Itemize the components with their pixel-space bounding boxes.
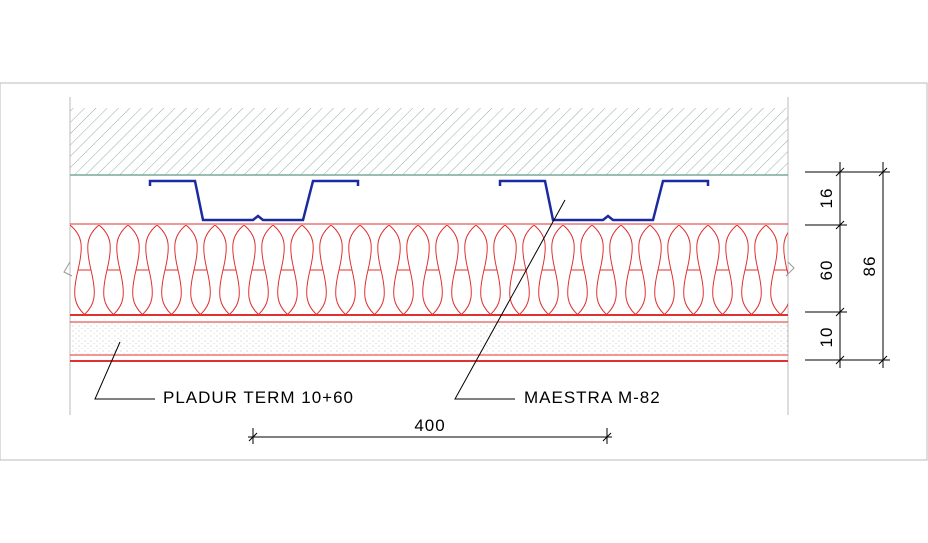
dimension-label: 16 <box>817 188 836 209</box>
profiles <box>148 179 710 222</box>
dimension-label: 86 <box>860 256 879 277</box>
leaders <box>94 199 566 400</box>
label: MAESTRA M-82 <box>524 388 661 407</box>
label: PLADUR TERM 10+60 <box>163 388 354 407</box>
dimension-label: 10 <box>817 327 836 348</box>
plasterboard <box>70 323 788 355</box>
frame <box>0 82 928 461</box>
dimension-lines <box>248 162 890 444</box>
dimension-label: 400 <box>414 416 445 435</box>
insulation <box>70 225 788 315</box>
break-mark <box>63 261 73 277</box>
concrete-slab <box>70 108 788 175</box>
dimension-label: 60 <box>817 260 836 281</box>
break-mark <box>785 261 795 277</box>
